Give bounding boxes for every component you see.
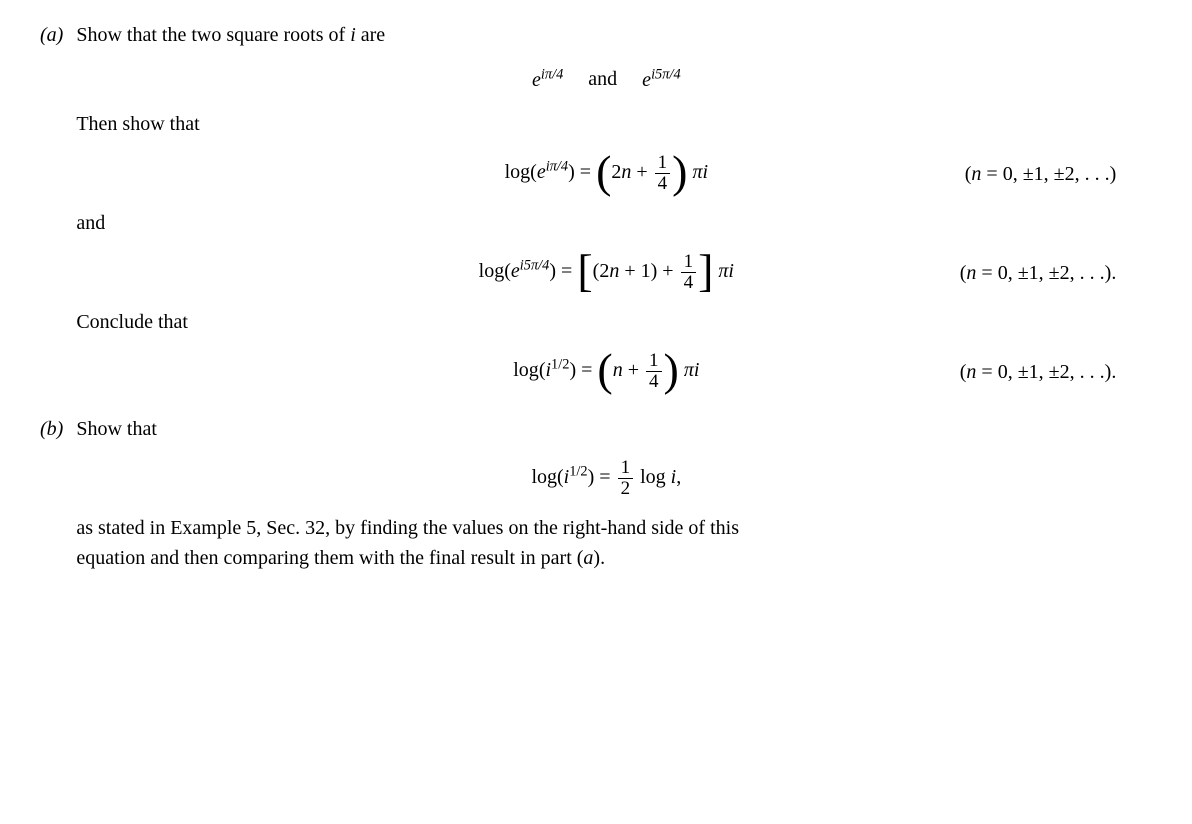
part-b-label: (b) bbox=[40, 414, 63, 444]
part-a-eq1: eiπ/4 and ei5π/4 bbox=[76, 64, 1136, 95]
part-b-line2b: equation and then comparing them with th… bbox=[76, 543, 1136, 573]
eq4-rhs-coef: n bbox=[613, 359, 623, 381]
eq4-frac-den: 4 bbox=[646, 372, 662, 392]
eq3-aside: (n = 0, ±1, ±2, . . .). bbox=[960, 258, 1117, 288]
eq3-frac-num: 1 bbox=[681, 252, 697, 273]
eq4-frac: 14 bbox=[646, 351, 662, 392]
eq4-lhs-exp: 1/2 bbox=[551, 357, 569, 373]
eq1-root2: ei5π/4 bbox=[642, 65, 681, 95]
eq3-main: log(ei5π/4) = [(2n + 1) + 14] πi bbox=[479, 252, 734, 293]
eq3-rhs-plus: + bbox=[657, 260, 678, 282]
part-a-line3: and bbox=[76, 208, 1136, 238]
eq1-root1: eiπ/4 bbox=[532, 65, 563, 95]
part-b-content: Show that log(i1/2) = 12 log i, as state… bbox=[76, 414, 1136, 573]
eq4-pi-i: πi bbox=[684, 359, 700, 381]
eq3-frac-den: 4 bbox=[681, 273, 697, 293]
part-a-label: (a) bbox=[40, 20, 63, 50]
part-a-line1-suffix: are bbox=[356, 24, 385, 46]
part-a-eq3: log(ei5π/4) = [(2n + 1) + 14] πi (n = 0,… bbox=[76, 252, 1136, 293]
eq3-rhs-inner: (2n + 1) + 14 bbox=[593, 252, 698, 293]
eq2-aside: (n = 0, ±1, ±2, . . .) bbox=[965, 159, 1117, 189]
eqb1-eq-sign: = bbox=[594, 466, 615, 488]
eq3-lhs-base: e bbox=[511, 260, 520, 282]
eq4-aside: (n = 0, ±1, ±2, . . .). bbox=[960, 357, 1117, 387]
eqb1-frac: 12 bbox=[618, 458, 634, 499]
eq2-lhs-func: log bbox=[505, 161, 531, 183]
eq3-rhs-term1: (2n + 1) bbox=[593, 260, 658, 282]
eq3-lhs-func: log bbox=[479, 260, 505, 282]
eq2-lhs-exp: iπ/4 bbox=[546, 159, 568, 175]
eq3-lhs-exp: i5π/4 bbox=[520, 258, 550, 274]
eq2-pi-i: πi bbox=[693, 161, 709, 183]
eq2-frac-num: 1 bbox=[655, 153, 671, 174]
part-a-line2: Then show that bbox=[76, 109, 1136, 139]
eqb1-lhs-exp: 1/2 bbox=[569, 463, 587, 479]
part-a-line1-prefix: Show that the two square roots of bbox=[76, 24, 350, 46]
eq2-main: log(eiπ/4) = (2n + 14) πi bbox=[505, 153, 709, 194]
eq4-rhs-inner: n + 14 bbox=[613, 351, 664, 392]
eq1-root2-base: e bbox=[642, 69, 651, 91]
part-b-line1: Show that bbox=[76, 414, 1136, 444]
eqb1-rhs-func: log bbox=[635, 466, 671, 488]
part-a-line4: Conclude that bbox=[76, 307, 1136, 337]
eq2-rhs-plus: + bbox=[631, 161, 652, 183]
eqb1-main: log(i1/2) = 12 log i, bbox=[531, 458, 681, 499]
eq3-frac: 14 bbox=[681, 252, 697, 293]
part-a-line1: Show that the two square roots of i are bbox=[76, 20, 1136, 50]
eq2-rhs-inner: 2n + 14 bbox=[611, 153, 672, 194]
part-b-eq1: log(i1/2) = 12 log i, bbox=[76, 458, 1136, 499]
eq2-frac-den: 4 bbox=[655, 174, 671, 194]
eq4-frac-num: 1 bbox=[646, 351, 662, 372]
eq2-frac: 14 bbox=[655, 153, 671, 194]
eq1-connector: and bbox=[588, 68, 617, 90]
eq4-main: log(i1/2) = (n + 14) πi bbox=[513, 351, 699, 392]
part-a: (a) Show that the two square roots of i … bbox=[40, 20, 1152, 406]
part-a-eq4: log(i1/2) = (n + 14) πi (n = 0, ±1, ±2, … bbox=[76, 351, 1136, 392]
eqb1-frac-num: 1 bbox=[618, 458, 634, 479]
eq1-root1-exp: iπ/4 bbox=[541, 67, 563, 83]
eqb1-frac-den: 2 bbox=[618, 479, 634, 499]
eq1-root2-exp: i5π/4 bbox=[651, 67, 681, 83]
eq1-root1-base: e bbox=[532, 69, 541, 91]
eq4-lhs-func: log bbox=[513, 359, 539, 381]
eq2-lhs-base: e bbox=[537, 161, 546, 183]
part-a-eq2: log(eiπ/4) = (2n + 14) πi (n = 0, ±1, ±2… bbox=[76, 153, 1136, 194]
eq4-rhs-plus: + bbox=[623, 359, 644, 381]
eq3-pi-i: πi bbox=[718, 260, 734, 282]
eqb1-punct: , bbox=[676, 466, 681, 488]
part-a-content: Show that the two square roots of i are … bbox=[76, 20, 1136, 406]
eqb1-lhs-func: log bbox=[531, 466, 557, 488]
part-b-line2a: as stated in Example 5, Sec. 32, by find… bbox=[76, 513, 1136, 543]
part-b: (b) Show that log(i1/2) = 12 log i, as s… bbox=[40, 414, 1152, 573]
eq2-rhs-coef: 2n bbox=[611, 161, 631, 183]
